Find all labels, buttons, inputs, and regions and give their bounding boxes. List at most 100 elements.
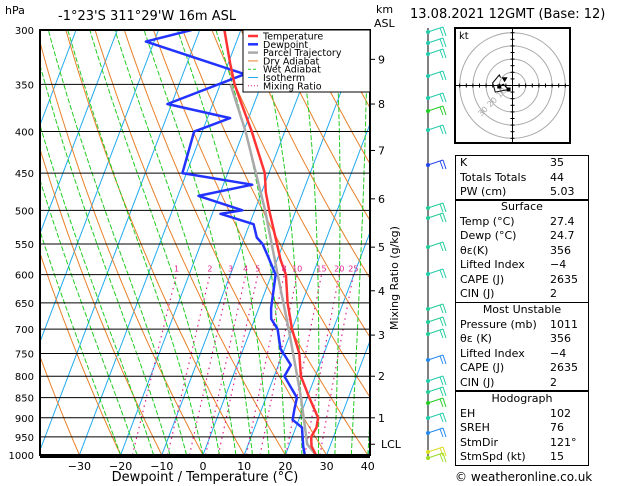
wind-barb-feather: [439, 49, 444, 59]
hodograph-table: Hodograph EH 102 SREH 76 StmDir 121° StmSpd (k…: [455, 391, 589, 466]
temperature-tick-label: −30: [68, 460, 91, 473]
wind-barb-feather: [442, 37, 447, 48]
profiles: [144, 30, 320, 455]
most-unstable-label: Pressure (mb): [460, 317, 537, 331]
wind-barb-shaft: [427, 386, 444, 393]
dry-adiabat-line: [621, 30, 629, 455]
wind-barb-shaft: [427, 328, 444, 335]
surface-value: 24.7: [550, 229, 575, 242]
wind-barb-feather: [439, 106, 444, 116]
wet-adiabat-line: [40, 123, 155, 455]
index-value: 44: [550, 170, 564, 184]
surface-label: CAPE (J): [460, 272, 505, 286]
storm-motion-marker: [501, 77, 508, 83]
dry-adiabat-line: [591, 30, 629, 455]
hodograph-point-marker: [506, 87, 511, 92]
wind-barbs: [426, 26, 447, 463]
mixing-ratio-label: 3: [228, 265, 233, 274]
wind-barb-feather: [442, 241, 447, 252]
hodograph-index-label: StmSpd (kt): [460, 450, 526, 463]
wind-barb-shaft: [427, 26, 444, 33]
wind-barb-shaft: [427, 303, 444, 310]
wet-adiabat-line: [334, 30, 341, 455]
pressure-tick-label: 800: [15, 372, 34, 383]
temperature-ticks: −30 −20 −10 0 10 20 30 40: [68, 460, 375, 473]
hodograph-trace: [492, 73, 510, 93]
wind-barb-shaft: [427, 241, 444, 248]
isobars: [40, 29, 370, 456]
mixing-ratio-axis-title: Mixing Ratio (g/kg): [388, 226, 401, 330]
dry-adiabat-line: [269, 30, 370, 222]
pressure-tick-label: 700: [15, 325, 34, 336]
hodograph-index-label: EH: [460, 406, 476, 420]
km-tick-label: 5: [378, 241, 385, 254]
isotherm-line: [284, 230, 370, 455]
mixing-ratio-line: [204, 274, 247, 455]
wind-barb-shaft: [427, 316, 444, 323]
wind-barb-shaft: [427, 37, 444, 44]
km-tick-label: 8: [378, 98, 385, 111]
km-tick-label: 4: [378, 285, 385, 298]
wind-barb-feather: [439, 413, 444, 423]
hodograph-point-marker: [497, 84, 502, 89]
pressure-tick-label: 950: [15, 433, 34, 444]
wind-barb-feather: [442, 70, 447, 81]
wind-barb-shaft: [427, 105, 444, 112]
wet-adiabat-line: [350, 30, 368, 455]
most-unstable-row: Pressure (mb) 1011: [456, 318, 588, 333]
wet-adiabat-line: [297, 30, 320, 455]
wind-barb-shaft: [427, 159, 444, 166]
mixing-ratio-label: 8: [282, 265, 287, 274]
wind-barb-shaft: [427, 124, 444, 131]
temperature-tick-label: −20: [109, 460, 132, 473]
temperature-tick-label: 20: [278, 460, 292, 473]
pressure-tick-label: 550: [15, 240, 34, 251]
wind-barb-shaft: [427, 427, 444, 434]
wind-barb-feather: [439, 329, 444, 339]
surface-row: Lifted Index −4: [456, 258, 588, 273]
hpa-axis-label: hPa: [5, 4, 25, 17]
isotherm-line: [326, 339, 370, 455]
parcel-trajectory-line: [229, 84, 317, 455]
pressure-tick-label: 1000: [9, 451, 34, 462]
wind-barb-feather: [439, 242, 444, 252]
surface-table: Surface Temp (°C) 27.4 Dewp (°C) 24.7 θε(K) 3…: [455, 199, 589, 303]
surface-label: CIN (J): [460, 287, 495, 300]
wet-adiabat-line: [256, 30, 303, 455]
wind-barb-feather: [442, 48, 447, 59]
index-row: Totals Totals 44: [456, 171, 588, 186]
dry-adiabat-line: [240, 30, 370, 280]
surface-label: Lifted Index: [460, 258, 525, 271]
wind-barb-feather: [442, 26, 447, 37]
most-unstable-row: Lifted Index −4: [456, 347, 588, 362]
wind-barb-feather: [439, 213, 444, 223]
index-row: K 35: [456, 156, 588, 171]
wind-barb-feather: [442, 316, 447, 327]
wind-barb-feather: [442, 386, 447, 397]
hodograph-title: Hodograph: [491, 392, 553, 405]
wind-barb-shaft: [427, 48, 444, 55]
wind-barb-feather: [442, 427, 447, 438]
wind-barb-feather: [439, 71, 444, 81]
surface-label: Dewp (°C): [460, 229, 517, 242]
mixing-ratio-label: 15: [316, 265, 326, 274]
isotherm-line: [243, 122, 370, 455]
pressure-tick-label: 650: [15, 299, 34, 310]
wind-barb-shaft: [427, 268, 444, 275]
surface-row: CAPE (J) 2635: [456, 273, 588, 288]
hodograph-index-row: StmSpd (kt) 15: [456, 450, 588, 465]
wind-barb-feather: [442, 354, 447, 365]
isotherm-line: [161, 30, 324, 455]
wind-barb-feather: [442, 397, 447, 408]
dry-adiabat-line: [94, 30, 286, 455]
wind-barb-feather: [442, 328, 447, 339]
legend-label: Parcel Trajectory: [263, 48, 342, 59]
most-unstable-label: CAPE (J): [460, 361, 505, 374]
most-unstable-label: θε (K): [460, 332, 492, 345]
temperature-tick-label: 40: [361, 460, 375, 473]
km-tick-label: 7: [378, 144, 385, 157]
wind-barb-shaft: [427, 397, 444, 404]
legend-label: Dewpoint: [263, 40, 308, 51]
wind-barb-feather: [442, 159, 447, 170]
